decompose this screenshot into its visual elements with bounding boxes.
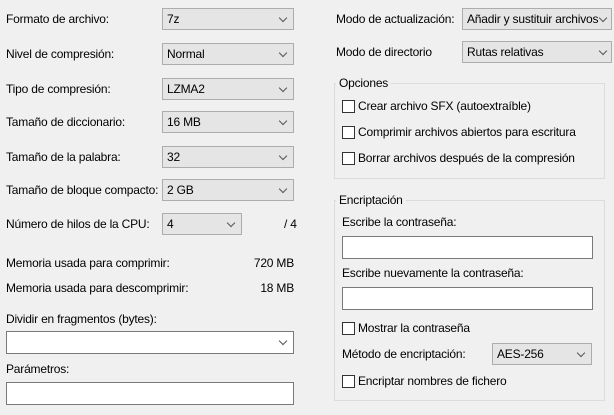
split-volumes-label: Dividir en fragmentos (bytes): — [6, 312, 157, 326]
checkbox-box[interactable] — [342, 374, 355, 388]
archive-format-label: Formato de archivo: — [6, 12, 109, 26]
word-size-value: 32 — [167, 150, 180, 164]
path-mode-select[interactable]: Rutas relativas — [462, 41, 612, 63]
compress-shared-checkbox-label: Comprimir archivos abiertos para escritu… — [358, 125, 576, 139]
show-password-checkbox[interactable]: Mostrar la contraseña — [342, 321, 470, 335]
encryption-group — [334, 200, 605, 401]
cpu-threads-label: Número de hilos de la CPU: — [6, 217, 150, 231]
compression-method-value: LZMA2 — [167, 82, 205, 96]
chevron-down-icon — [278, 13, 288, 23]
solid-block-select[interactable]: 2 GB — [162, 179, 294, 201]
word-size-select[interactable]: 32 — [162, 146, 294, 168]
encryption-group-title: Encriptación — [336, 193, 406, 207]
split-volumes-combo[interactable] — [6, 331, 294, 354]
update-mode-label: Modo de actualización: — [336, 12, 455, 26]
memory-compress-label: Memoria usada para comprimir: — [6, 256, 170, 270]
repeat-password-input[interactable] — [342, 287, 593, 310]
encryption-method-select[interactable]: AES-256 — [492, 343, 592, 365]
repeat-password-label: Escribe nuevamente la contraseña: — [342, 266, 524, 280]
cpu-threads-select[interactable]: 4 — [162, 213, 242, 235]
dictionary-size-value: 16 MB — [167, 115, 201, 129]
dictionary-size-label: Tamaño de diccionario: — [6, 115, 126, 129]
memory-decompress-label: Memoria usada para descomprimir: — [6, 281, 189, 295]
path-mode-value: Rutas relativas — [467, 45, 544, 59]
encrypt-names-checkbox[interactable]: Encriptar nombres de fichero — [342, 374, 507, 388]
cpu-threads-value: 4 — [167, 217, 174, 231]
encrypt-names-label: Encriptar nombres de fichero — [358, 374, 507, 388]
delete-after-checkbox[interactable]: Borrar archivos después de la compresión — [342, 151, 575, 165]
compress-shared-checkbox[interactable]: Comprimir archivos abiertos para escritu… — [342, 125, 576, 139]
chevron-down-icon — [598, 46, 608, 56]
path-mode-label: Modo de directorio — [336, 45, 432, 59]
password-input[interactable] — [342, 236, 593, 259]
checkbox-box[interactable] — [342, 125, 355, 139]
compression-level-value: Normal — [167, 47, 205, 61]
parameters-input[interactable] — [6, 382, 294, 405]
checkbox-box[interactable] — [342, 321, 355, 335]
update-mode-select[interactable]: Añadir y sustituir archivos — [462, 8, 612, 30]
archive-format-select[interactable]: 7z — [162, 8, 294, 30]
chevron-down-icon — [278, 184, 288, 194]
chevron-down-icon — [226, 218, 236, 228]
word-size-label: Tamaño de la palabra: — [6, 150, 121, 164]
chevron-down-icon — [278, 48, 288, 58]
compression-level-label: Nivel de compresión: — [6, 47, 115, 61]
chevron-down-icon — [278, 83, 288, 93]
show-password-label: Mostrar la contraseña — [358, 321, 470, 335]
memory-decompress-value: 18 MB — [260, 281, 294, 295]
dictionary-size-select[interactable]: 16 MB — [162, 111, 294, 133]
cpu-threads-total: / 4 — [284, 217, 297, 231]
archive-format-value: 7z — [167, 12, 180, 26]
password-label: Escribe la contraseña: — [342, 215, 457, 229]
parameters-label: Parámetros: — [6, 362, 70, 376]
options-group-title: Opciones — [336, 76, 392, 90]
checkbox-box[interactable] — [342, 99, 355, 113]
memory-compress-value: 720 MB — [253, 256, 294, 270]
delete-after-checkbox-label: Borrar archivos después de la compresión — [358, 151, 575, 165]
solid-block-label: Tamaño de bloque compacto: — [6, 183, 159, 197]
encryption-method-value: AES-256 — [497, 347, 544, 361]
chevron-down-icon — [576, 348, 586, 358]
compression-method-label: Tipo de compresión: — [6, 82, 111, 96]
options-group — [334, 83, 605, 179]
chevron-down-icon[interactable] — [278, 336, 288, 346]
compression-method-select[interactable]: LZMA2 — [162, 78, 294, 100]
solid-block-value: 2 GB — [167, 183, 194, 197]
sfx-checkbox[interactable]: Crear archivo SFX (autoextraíble) — [342, 99, 531, 113]
chevron-down-icon — [598, 13, 608, 23]
chevron-down-icon — [278, 116, 288, 126]
encryption-method-label: Método de encriptación: — [342, 347, 466, 361]
chevron-down-icon — [278, 151, 288, 161]
compression-level-select[interactable]: Normal — [162, 43, 294, 65]
checkbox-box[interactable] — [342, 151, 355, 165]
update-mode-value: Añadir y sustituir archivos — [467, 12, 599, 26]
sfx-checkbox-label: Crear archivo SFX (autoextraíble) — [358, 99, 531, 113]
